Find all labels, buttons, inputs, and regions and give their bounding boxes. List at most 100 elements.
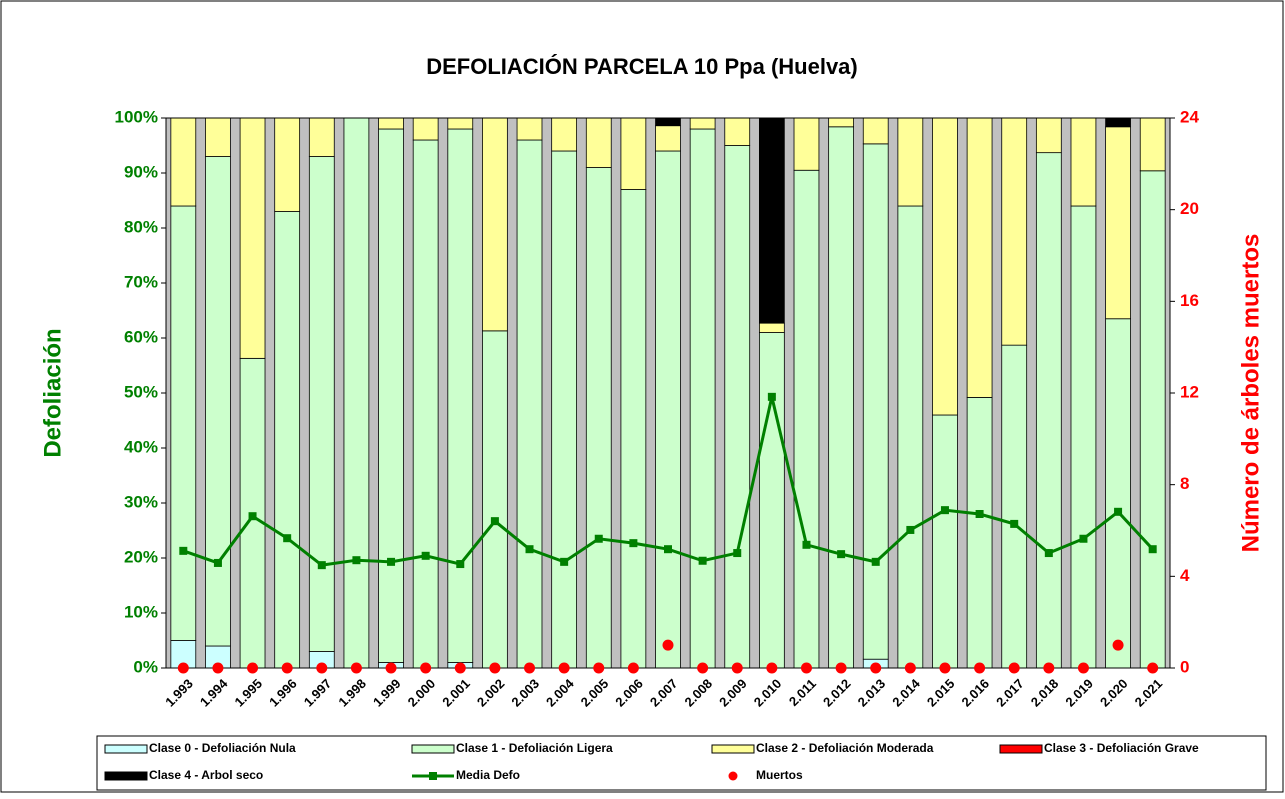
bar-segment <box>308 156 335 652</box>
bar-segment <box>274 117 301 212</box>
bar-segment <box>516 117 543 141</box>
line-marker <box>1044 549 1053 558</box>
point <box>1147 662 1159 674</box>
y2-tick-label: 4 <box>1180 566 1190 585</box>
bar-segment <box>897 205 924 669</box>
bar-segment <box>585 117 612 168</box>
point <box>1077 662 1089 674</box>
y-tick-label: 0% <box>133 657 158 676</box>
point <box>593 662 605 674</box>
bar-segment <box>274 211 301 669</box>
line-marker <box>490 517 499 526</box>
bar-segment <box>412 117 439 141</box>
bar-segment <box>793 169 820 669</box>
legend-label: Clase 3 - Defoliación Grave <box>1044 741 1199 755</box>
line-marker <box>317 561 326 570</box>
legend-label: Clase 2 - Defoliación Moderada <box>756 741 934 755</box>
point <box>247 662 259 674</box>
line-marker <box>352 556 361 565</box>
bar-segment <box>343 117 370 669</box>
y2-tick-label: 24 <box>1180 107 1199 126</box>
bar-segment <box>447 117 474 130</box>
bar-segment <box>724 145 751 669</box>
legend-label: Clase 4 - Arbol seco <box>149 768 263 782</box>
y2-tick-label: 12 <box>1180 382 1199 401</box>
line-marker <box>1079 534 1088 543</box>
bar-segment <box>932 414 958 669</box>
legend-swatch <box>104 744 148 754</box>
point <box>420 662 432 674</box>
legend-swatch <box>999 744 1043 754</box>
bar-segment <box>655 117 681 127</box>
point <box>870 662 882 674</box>
bar-segment <box>828 126 854 669</box>
line-marker <box>733 549 742 558</box>
point <box>524 662 536 674</box>
legend-label: Clase 0 - Defoliación Nula <box>149 741 296 755</box>
plot-border <box>165 117 1171 669</box>
bar-segment <box>308 117 335 157</box>
line-marker <box>525 545 534 554</box>
point <box>558 662 570 674</box>
legend-swatch <box>104 771 148 781</box>
line-marker <box>802 540 811 549</box>
point <box>766 662 778 674</box>
bar-segment <box>897 117 924 207</box>
bar-segment <box>862 117 889 145</box>
y-tick-label: 80% <box>124 217 158 236</box>
bar-segment <box>482 117 508 332</box>
y-tick-label: 40% <box>124 437 158 456</box>
bar-segment <box>1001 344 1028 669</box>
bar-segment <box>758 322 785 333</box>
bar-segment <box>378 117 404 130</box>
point <box>1043 662 1055 674</box>
bar-segment <box>1139 170 1166 669</box>
bar-segment <box>551 150 578 669</box>
line-marker <box>387 557 396 566</box>
bar-segment <box>1035 152 1062 669</box>
bar-segment <box>862 143 889 660</box>
bar-segment <box>1001 117 1028 346</box>
point <box>697 662 709 674</box>
bar-segment <box>1105 318 1131 669</box>
point <box>385 662 397 674</box>
y-tick-label: 30% <box>124 492 158 511</box>
chart-title: DEFOLIACIÓN PARCELA 10 Ppa (Huelva) <box>426 54 858 79</box>
y2-axis-label: Número de árboles muertos <box>1237 234 1264 553</box>
point <box>835 662 847 674</box>
bar-segment <box>482 330 508 669</box>
bar-segment <box>655 125 681 152</box>
bar-segment <box>1035 117 1062 154</box>
legend-label: Clase 1 - Defoliación Ligera <box>456 741 613 755</box>
bar-segment <box>551 117 578 152</box>
line-marker <box>837 550 846 559</box>
point <box>974 662 986 674</box>
bar-segment <box>1139 117 1166 172</box>
point <box>904 662 916 674</box>
y2-tick-label: 20 <box>1180 199 1199 218</box>
legend-label: Muertos <box>756 768 803 782</box>
line-marker <box>871 557 880 566</box>
legend-swatch <box>411 744 455 754</box>
bar-segment <box>447 128 474 663</box>
point <box>627 662 639 674</box>
point <box>1112 639 1124 651</box>
bar-segment <box>689 117 716 130</box>
bar-segment <box>655 150 681 669</box>
line-marker <box>767 392 776 401</box>
y2-tick-label: 16 <box>1180 291 1199 310</box>
y-tick-label: 70% <box>124 272 158 291</box>
bar-segment <box>966 117 993 398</box>
line-marker <box>940 506 949 515</box>
point <box>350 662 362 674</box>
bar-segment <box>1070 117 1097 207</box>
bar-segment <box>793 117 820 171</box>
bar-segment <box>170 117 197 207</box>
y-tick-label: 100% <box>115 107 158 126</box>
bar-segment <box>205 117 231 157</box>
bar-segment <box>724 117 751 146</box>
bar-segment <box>689 128 716 669</box>
legend <box>96 735 1267 791</box>
line-marker <box>1148 545 1157 554</box>
